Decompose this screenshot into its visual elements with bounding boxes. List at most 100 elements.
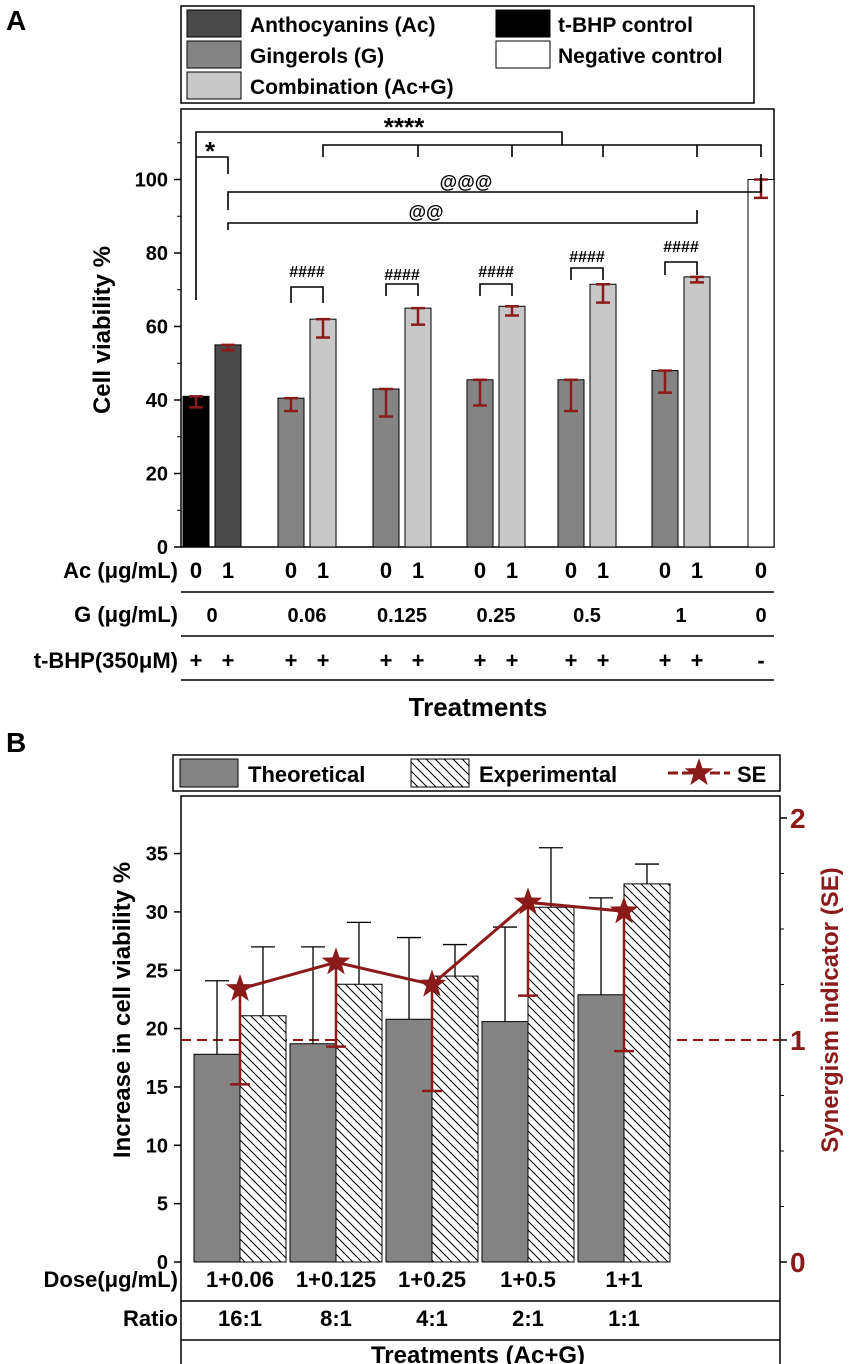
x-axis-label-a: Treatments — [409, 692, 548, 722]
panel-b-letter: B — [6, 727, 26, 758]
y-tick-label-a: 100 — [135, 170, 168, 192]
g-value: 0.5 — [573, 605, 601, 627]
tbhp-value: + — [285, 648, 298, 673]
tbhp-value: + — [659, 648, 672, 673]
dose-value: 1+0.5 — [500, 1267, 556, 1292]
se-star — [417, 969, 447, 997]
ac-value: 1 — [506, 558, 518, 583]
legend-label-anthocyanins: Anthocyanins (Ac) — [250, 14, 436, 37]
g-value: 0.06 — [288, 605, 327, 627]
legend-label-theoretical: Theoretical — [248, 762, 365, 787]
g-value: 0 — [755, 605, 766, 627]
bar-a — [747, 179, 775, 548]
ac-value: 0 — [474, 558, 486, 583]
y-axis-label-b-right: Synergism indicator (SE) — [817, 867, 844, 1152]
tbhp-value: + — [412, 648, 425, 673]
dose-value: 1+0.25 — [398, 1267, 466, 1292]
bar-theoretical — [481, 1021, 529, 1263]
y-tick-label-b: 5 — [157, 1194, 168, 1216]
legend-swatch-theoretical — [179, 758, 239, 788]
tbhp-value: + — [190, 648, 203, 673]
row-label-tbhp: t-BHP(350μM) — [34, 648, 178, 673]
tbhp-value: - — [757, 648, 764, 673]
dose-value: 1+0.125 — [296, 1267, 376, 1292]
sig-hash-5: #### — [663, 239, 699, 256]
ratio-value: 1:1 — [608, 1306, 640, 1331]
bar-a — [277, 397, 305, 548]
g-value: 0.125 — [377, 605, 427, 627]
y-tick-label-a: 20 — [146, 464, 168, 486]
bar-a — [182, 395, 210, 548]
legend-a-box — [180, 5, 755, 104]
legend-swatch-negative — [495, 40, 551, 69]
sig-four-star: **** — [384, 112, 425, 142]
row-label-dose: Dose(μg/mL) — [44, 1267, 178, 1292]
legend-se-star — [684, 758, 714, 786]
ac-value: 0 — [565, 558, 577, 583]
legend-label-experimental: Experimental — [479, 762, 617, 787]
legend-swatch-tbhp — [495, 9, 551, 38]
legend-b-box — [172, 754, 781, 792]
y-tick-label-a: 80 — [146, 243, 168, 265]
bar-a — [466, 379, 494, 548]
bracket-hash-1 — [290, 286, 324, 303]
se-star — [225, 973, 255, 1002]
sig-triple-at: @@@ — [440, 172, 493, 192]
bracket-hash-5 — [664, 261, 698, 275]
dose-value: 1+0.06 — [206, 1267, 274, 1292]
sig-double-at: @@ — [408, 202, 443, 222]
bracket-hash-3 — [479, 283, 513, 296]
bar-experimental — [431, 975, 479, 1263]
bar-experimental — [239, 1015, 287, 1263]
y-tick-label-b: 25 — [146, 960, 168, 982]
y-tick-label-b-right: 0 — [790, 1247, 806, 1278]
ac-value: 0 — [190, 558, 202, 583]
sig-star: * — [205, 136, 216, 166]
tbhp-value: + — [691, 648, 704, 673]
g-value: 1 — [675, 605, 686, 627]
panel-a-letter: A — [6, 5, 26, 36]
row-label-ac: Ac (μg/mL) — [63, 558, 178, 583]
y-axis-label-a: Cell viability % — [89, 246, 116, 414]
tbhp-value: + — [222, 648, 235, 673]
significance-brackets — [195, 131, 762, 303]
ratio-value: 16:1 — [218, 1306, 262, 1331]
legend-label-gingerols: Gingerols (G) — [250, 45, 384, 68]
ac-value: 0 — [380, 558, 392, 583]
table-b-cells: 1+0.06 1+0.125 1+0.25 1+0.5 1+1 16:1 8:1 4:1 2:1… — [206, 1267, 643, 1331]
se-star — [321, 947, 351, 975]
bracket-star — [195, 156, 229, 300]
dose-value: 1+1 — [605, 1267, 642, 1292]
y-axis-label-b: Increase in cell viability % — [109, 862, 136, 1158]
y-tick-label-b: 0 — [157, 1252, 168, 1274]
y-tick-label-b: 10 — [146, 1135, 168, 1157]
bar-a — [498, 305, 526, 548]
y-tick-label-b: 30 — [146, 902, 168, 924]
y-tick-label-b: 20 — [146, 1019, 168, 1041]
legend-b: Theoretical Experimental SE — [172, 754, 781, 792]
row-label-ratio: Ratio — [123, 1306, 178, 1331]
y-tick-label-b-right: 2 — [790, 803, 806, 834]
tbhp-value: + — [474, 648, 487, 673]
panel-b: Theoretical Experimental SE Increase in … — [44, 754, 844, 1364]
bar-a — [651, 370, 679, 548]
bracket-double-at — [227, 210, 698, 230]
se-series — [225, 887, 639, 1093]
ac-value: 1 — [412, 558, 424, 583]
bars-a — [182, 178, 775, 548]
sig-hash-1: #### — [289, 264, 325, 281]
ratio-value: 2:1 — [512, 1306, 544, 1331]
bar-theoretical — [289, 1043, 337, 1263]
ratio-value: 8:1 — [320, 1306, 352, 1331]
bar-theoretical — [577, 994, 625, 1263]
row-label-g: G (μg/mL) — [74, 602, 178, 627]
tbhp-value: + — [380, 648, 393, 673]
legend-swatch-experimental — [410, 758, 470, 788]
x-axis-label-b: Treatments (Ac+G) — [371, 1342, 585, 1364]
y-tick-label-a: 60 — [146, 317, 168, 339]
ac-value: 1 — [691, 558, 703, 583]
y-tick-label-a: 40 — [146, 390, 168, 412]
g-value: 0.25 — [477, 605, 516, 627]
bracket-hash-2 — [385, 283, 419, 296]
legend-swatch-combination — [186, 71, 242, 100]
